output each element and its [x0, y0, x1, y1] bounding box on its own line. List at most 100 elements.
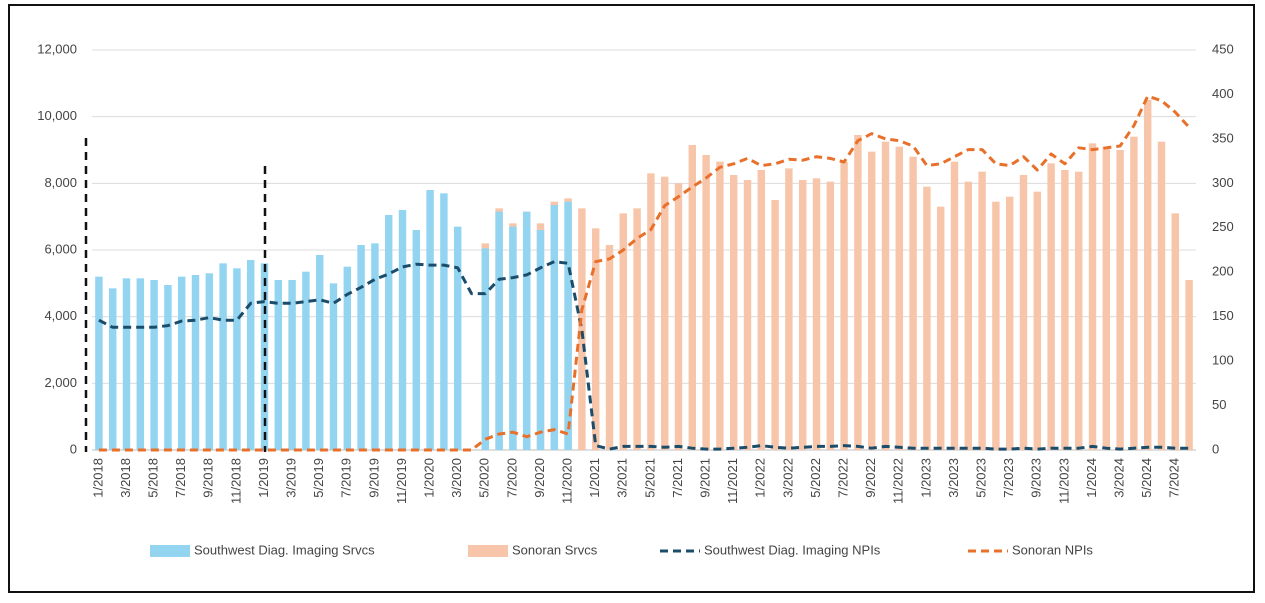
legend-swatch [150, 545, 190, 557]
legend-label: Southwest Diag. Imaging NPIs [704, 542, 881, 557]
bar [1143, 100, 1152, 450]
y2-tick-label: 250 [1212, 219, 1234, 234]
y-tick-label: 8,000 [44, 175, 77, 190]
x-tick-label: 9/2023 [1029, 458, 1044, 498]
legend-label: Sonoran NPIs [1012, 542, 1093, 557]
y-tick-label: 12,000 [37, 41, 77, 56]
bar [329, 283, 338, 450]
bar [798, 180, 807, 450]
x-tick-label: 1/2020 [422, 458, 437, 498]
bar [702, 155, 710, 450]
bar [743, 180, 752, 450]
x-tick-label: 7/2022 [836, 458, 851, 498]
x-tick-label: 11/2019 [394, 458, 409, 504]
bar [578, 208, 586, 450]
x-tick-label: 5/2023 [974, 458, 989, 498]
bar [1047, 163, 1055, 451]
x-tick-label: 7/2018 [173, 458, 188, 498]
lines [98, 94, 1191, 452]
x-tick-label: 11/2020 [560, 458, 575, 504]
bar [605, 245, 614, 450]
x-tick-label: 1/2022 [753, 458, 768, 498]
x-tick-label: 11/2021 [725, 458, 740, 504]
x-tick-label: 11/2023 [1056, 458, 1071, 504]
bar [660, 176, 669, 450]
bar [1102, 146, 1111, 450]
bar [384, 215, 393, 450]
bar [1019, 175, 1028, 450]
bar [729, 175, 738, 450]
bar [246, 260, 255, 450]
x-tick-label: 1/2019 [256, 458, 271, 498]
bar [647, 173, 655, 451]
legend: Southwest Diag. Imaging Srvcs Sonoran Srv… [150, 542, 1093, 557]
x-tick-label: 3/2019 [284, 458, 299, 498]
labels: 0 2,000 4,000 6,000 8,000 10,000 12,000 0 50 100 1… [37, 41, 1233, 504]
x-tick-label: 7/2019 [339, 458, 354, 498]
y-tick-label: 6,000 [44, 241, 77, 256]
bar [509, 226, 517, 450]
bar [826, 181, 835, 450]
bar [881, 141, 890, 450]
legend-label: Southwest Diag. Imaging Srvcs [194, 542, 375, 557]
x-tick-label: 5/2019 [311, 458, 326, 498]
bar [1185, 280, 1193, 450]
y2-tick-label: 50 [1212, 397, 1226, 412]
bar [716, 161, 724, 450]
bar [1074, 171, 1083, 450]
bars [95, 100, 1193, 451]
bar [964, 181, 973, 450]
x-tick-label: 3/2018 [118, 458, 133, 498]
x-tick-label: 1/2018 [90, 458, 105, 498]
y-tick-label: 0 [70, 441, 77, 456]
y2-tick-label: 150 [1212, 308, 1234, 323]
y2-tick-label: 200 [1212, 264, 1234, 279]
bar [233, 268, 241, 450]
bar [1061, 170, 1069, 450]
y2-tick-label: 300 [1212, 175, 1234, 190]
bar [108, 288, 117, 450]
x-tick-label: 3/2022 [780, 458, 795, 498]
bar [619, 213, 628, 450]
bar [205, 273, 214, 450]
bar [453, 226, 462, 450]
bar [440, 193, 448, 451]
bar [757, 170, 766, 450]
bar [219, 263, 227, 450]
bar [936, 206, 945, 450]
bar [1130, 136, 1138, 450]
bar [398, 210, 407, 450]
x-tick-label: 1/2021 [587, 458, 602, 498]
x-tick-label: 11/2022 [891, 458, 906, 504]
bar [591, 228, 600, 450]
bar [688, 145, 697, 450]
y2-tick-label: 0 [1212, 441, 1219, 456]
bar [1171, 213, 1180, 450]
x-tick-label: 5/2022 [808, 458, 823, 498]
bar [371, 243, 379, 450]
bar [674, 183, 683, 451]
bar [412, 230, 421, 450]
frame [8, 4, 1255, 593]
bar [164, 285, 172, 450]
y2-tick-label: 450 [1212, 41, 1234, 56]
bar [1116, 150, 1124, 450]
bar [191, 275, 200, 450]
x-tick-label: 9/2022 [863, 458, 878, 498]
x-tick-label: 9/2021 [698, 458, 713, 498]
bar [950, 161, 959, 450]
x-tick-label: 5/2018 [146, 458, 161, 498]
x-tick-label: 7/2021 [670, 458, 685, 498]
line-series [98, 94, 1191, 452]
bar [992, 201, 1000, 450]
bar [495, 211, 503, 450]
bar [536, 230, 545, 450]
bar [771, 200, 779, 450]
y2-tick-label: 100 [1212, 353, 1234, 368]
x-tick-label: 7/2023 [1001, 458, 1016, 498]
bar [357, 245, 365, 450]
x-tick-label: 1/2023 [918, 458, 933, 498]
bar [288, 280, 296, 450]
y2-tick-label: 400 [1212, 86, 1234, 101]
